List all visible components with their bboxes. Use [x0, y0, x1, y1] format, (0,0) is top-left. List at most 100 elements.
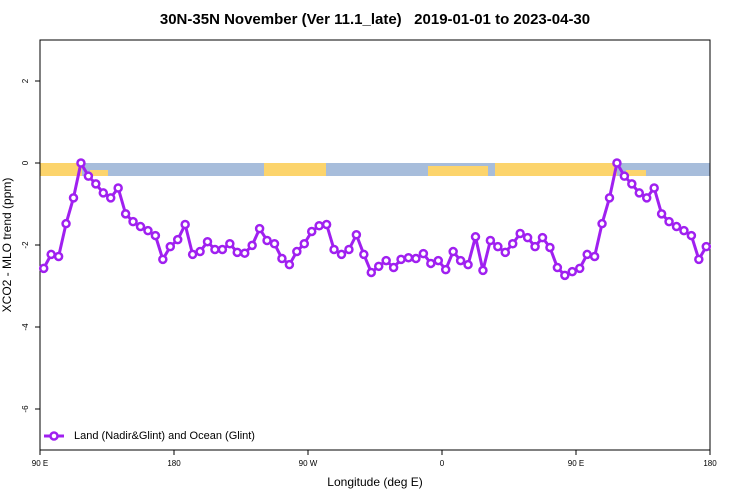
data-point [91, 179, 101, 189]
data-point [455, 255, 466, 266]
data-point [254, 223, 265, 234]
data-point [560, 270, 570, 281]
data-point [582, 249, 592, 260]
data-point [597, 218, 607, 229]
y-tick-label: 0 [21, 160, 30, 165]
data-point [656, 209, 667, 219]
data-point [277, 253, 287, 264]
data-point [61, 218, 71, 229]
data-point [627, 179, 637, 189]
data-point [217, 244, 228, 255]
data-point [396, 254, 406, 265]
data-point [292, 246, 302, 257]
land-band [428, 166, 488, 176]
data-point [165, 241, 176, 252]
x-tick-label: 90 E [32, 459, 48, 468]
legend-label: Land (Nadir&Glint) and Ocean (Glint) [74, 430, 255, 442]
land-band [264, 163, 326, 176]
data-point [158, 254, 168, 265]
y-tick-label: -6 [21, 405, 30, 413]
data-point [68, 193, 79, 203]
x-tick-label: 180 [703, 459, 717, 468]
data-point [46, 249, 56, 260]
data-point [686, 230, 697, 241]
data-point [98, 188, 109, 198]
x-tick-label: 90 W [299, 459, 318, 468]
data-point [180, 219, 190, 230]
land-band [495, 163, 617, 176]
data-point [701, 241, 712, 252]
data-point [210, 244, 220, 255]
data-point [150, 230, 161, 241]
data-point [247, 240, 257, 251]
land-band [40, 163, 82, 176]
data-point [537, 232, 548, 243]
data-point [403, 252, 414, 263]
data-point [381, 255, 391, 266]
data-point [478, 265, 488, 276]
data-point [664, 216, 674, 227]
data-point [299, 239, 310, 249]
data-point [589, 251, 600, 262]
legend-marker [49, 431, 59, 441]
data-point [530, 241, 540, 252]
data-point [262, 235, 272, 246]
data-point [485, 235, 496, 246]
data-point [671, 221, 682, 232]
data-point [314, 220, 324, 231]
data-point [195, 246, 205, 257]
data-point [634, 188, 645, 198]
x-tick-label: 180 [167, 459, 181, 468]
data-point [507, 239, 518, 249]
data-point [552, 262, 563, 273]
data-point [225, 239, 235, 249]
data-point [433, 255, 444, 266]
data-point [38, 263, 49, 274]
data-point [128, 216, 138, 227]
data-point [239, 248, 250, 258]
data-point [53, 251, 64, 262]
data-point [366, 267, 377, 278]
data-point [202, 236, 213, 247]
data-point [463, 259, 473, 270]
data-point [135, 221, 146, 232]
data-point [388, 262, 399, 273]
data-point [329, 244, 339, 255]
data-point [440, 264, 451, 275]
data-point [694, 254, 704, 265]
data-point [306, 226, 317, 237]
data-point [105, 193, 116, 203]
x-tick-label: 90 E [568, 459, 584, 468]
series-line [42, 161, 708, 277]
data-point [120, 209, 131, 219]
chart-title: 30N-35N November (Ver 11.1_late) 2019-01… [160, 11, 590, 28]
data-point [344, 244, 354, 255]
data-point [448, 246, 458, 257]
data-point [321, 219, 332, 230]
data-point [522, 232, 533, 243]
data-point [284, 259, 295, 270]
data-point [373, 261, 384, 272]
data-point [470, 232, 481, 242]
data-point [359, 249, 369, 260]
y-tick-label: -4 [21, 323, 30, 331]
legend: Land (Nadir&Glint) and Ocean (Glint) [44, 430, 255, 442]
data-point [619, 171, 630, 181]
y-axis-label: XCO2 - MLO trend (ppm) [0, 178, 14, 313]
x-tick-label: 0 [440, 459, 445, 468]
data-point [187, 249, 198, 260]
data-point [232, 247, 243, 258]
y-tick-label: 2 [21, 78, 30, 83]
data-point [641, 193, 652, 203]
data-point [172, 234, 183, 245]
data-point [493, 241, 503, 252]
data-point [649, 183, 659, 193]
plot-frame [39, 39, 711, 451]
data-point [269, 239, 280, 249]
land-ocean-band [40, 163, 710, 176]
land-band [626, 170, 646, 176]
data-point [500, 247, 511, 258]
data-point [418, 248, 429, 259]
land-band [90, 170, 108, 176]
